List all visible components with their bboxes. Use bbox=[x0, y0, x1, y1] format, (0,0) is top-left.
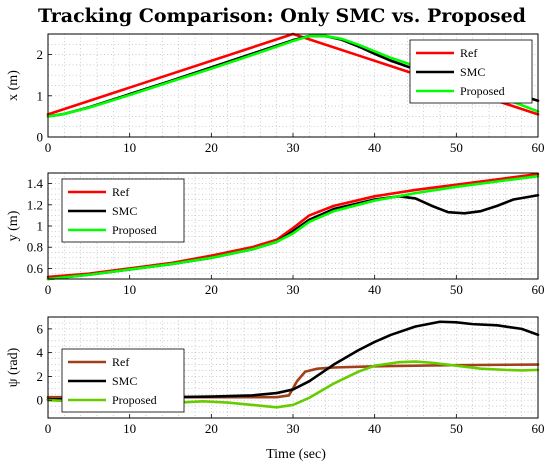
x-tick-label: 50 bbox=[450, 421, 463, 436]
x-tick-label: 10 bbox=[123, 421, 136, 436]
x-tick-label: 50 bbox=[450, 140, 463, 155]
x-tick-label: 20 bbox=[205, 140, 218, 155]
heading-angle-panel: 0 10 20 30 40 50 60 0 2 4 6 ψ (rad) Ref SMC Proposed bbox=[6, 316, 545, 436]
x-tick-label: 0 bbox=[45, 140, 52, 155]
x-tick-label: 30 bbox=[287, 140, 300, 155]
legend-label: Proposed bbox=[460, 84, 505, 98]
x-tick-label: 50 bbox=[450, 282, 463, 297]
y-tick-label: 2 bbox=[37, 369, 44, 384]
y-tick-label: 0.6 bbox=[27, 261, 44, 276]
x-tick-label: 60 bbox=[532, 140, 545, 155]
legend-label: SMC bbox=[112, 204, 137, 218]
x-tick-label: 10 bbox=[123, 282, 136, 297]
x-tick-label: 20 bbox=[205, 282, 218, 297]
x-tick-label: 40 bbox=[368, 421, 381, 436]
legend: Ref SMC Proposed bbox=[409, 39, 533, 104]
y-tick-label: 0 bbox=[37, 393, 44, 408]
y-tick-label: 2 bbox=[37, 47, 44, 62]
legend-label: Ref bbox=[112, 355, 129, 369]
x-axis-label: Time (sec) bbox=[266, 447, 326, 462]
x-tick-label: 40 bbox=[368, 282, 381, 297]
legend-label: SMC bbox=[460, 65, 485, 79]
x-tick-label: 30 bbox=[287, 282, 300, 297]
x-tick-label: 0 bbox=[45, 282, 52, 297]
legend-label: Ref bbox=[112, 185, 129, 199]
legend-label: Proposed bbox=[112, 223, 157, 237]
y-tick-label: 1.2 bbox=[27, 197, 43, 212]
x-tick-label: 60 bbox=[532, 282, 545, 297]
legend: Ref SMC Proposed bbox=[61, 348, 185, 413]
y-tick-label: 1.4 bbox=[27, 176, 44, 191]
y-tick-label: 6 bbox=[37, 321, 44, 336]
x-tick-label: 0 bbox=[45, 421, 52, 436]
x-tick-label: 30 bbox=[287, 421, 300, 436]
legend-label: Ref bbox=[460, 46, 477, 60]
y-tick-label: 0.8 bbox=[27, 240, 43, 255]
x-tick-label: 40 bbox=[368, 140, 381, 155]
x-position-panel: 0 10 20 30 40 50 60 0 1 2 x (m) Ref SMC Proposed bbox=[6, 32, 545, 155]
y-axis-label: x (m) bbox=[6, 70, 21, 101]
y-axis-label: y (m) bbox=[6, 210, 21, 241]
series-line-proposed bbox=[46, 174, 540, 281]
y-tick-label: 0 bbox=[37, 130, 44, 145]
y-tick-label: 4 bbox=[37, 345, 44, 360]
figure-title: Tracking Comparison: Only SMC vs. Propos… bbox=[38, 5, 526, 27]
x-tick-label: 60 bbox=[532, 421, 545, 436]
x-tick-label: 20 bbox=[205, 421, 218, 436]
y-position-panel: 0 10 20 30 40 50 60 0.6 0.8 1 1.2 1.4 y (m) Ref SMC Pro… bbox=[6, 172, 545, 297]
x-tick-label: 10 bbox=[123, 140, 136, 155]
legend: Ref SMC Proposed bbox=[61, 178, 185, 243]
legend-label: SMC bbox=[112, 374, 137, 388]
y-tick-label: 1 bbox=[37, 88, 44, 103]
legend-label: Proposed bbox=[112, 393, 157, 407]
y-tick-label: 1 bbox=[37, 219, 44, 234]
y-axis-label: ψ (rad) bbox=[6, 347, 21, 387]
